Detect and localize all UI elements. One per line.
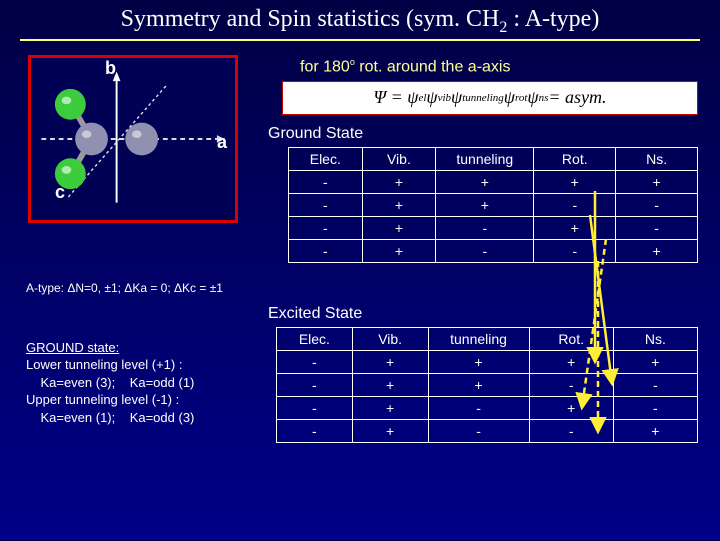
ground-state-info: GROUND state: Lower tunneling level (+1)… bbox=[26, 339, 194, 427]
table-row: -++-- bbox=[289, 193, 698, 216]
table-cell: + bbox=[616, 239, 698, 262]
table-row: -+--+ bbox=[277, 419, 698, 442]
table-row: -++-- bbox=[277, 373, 698, 396]
table-row: -+-+- bbox=[289, 216, 698, 239]
molecule-diagram: b a c bbox=[28, 55, 238, 223]
table-cell: - bbox=[428, 419, 529, 442]
ground-state-label: Ground State bbox=[268, 125, 363, 143]
table-header-cell: Elec. bbox=[277, 327, 353, 350]
table-cell: + bbox=[529, 396, 613, 419]
content-area: b a c for 180o rot. around the a-axis Ψ … bbox=[0, 41, 720, 541]
table-cell: + bbox=[352, 396, 428, 419]
axis-label-a: a bbox=[217, 132, 227, 153]
selection-rule: A-type: ΔN=0, ±1; ΔKa = 0; ΔKc = ±1 bbox=[26, 281, 223, 295]
ground-info-line: Ka=even (1); Ka=odd (3) bbox=[26, 410, 194, 425]
axis-label-c: c bbox=[55, 182, 65, 203]
table-header-cell: tunneling bbox=[436, 147, 534, 170]
table-header-cell: Vib. bbox=[352, 327, 428, 350]
table-cell: + bbox=[352, 419, 428, 442]
table-cell: + bbox=[436, 193, 534, 216]
table-cell: + bbox=[362, 239, 436, 262]
table-cell: - bbox=[277, 419, 353, 442]
table-header-cell: Rot. bbox=[534, 147, 616, 170]
excited-state-table: Elec.Vib.tunnelingRot.Ns. -++++-++---+-+… bbox=[276, 327, 698, 443]
table-header-cell: Ns. bbox=[616, 147, 698, 170]
table-cell: - bbox=[277, 396, 353, 419]
table-cell: - bbox=[534, 193, 616, 216]
table-cell: - bbox=[289, 193, 363, 216]
table-cell: - bbox=[529, 419, 613, 442]
rotation-label: for 180o rot. around the a-axis bbox=[300, 57, 510, 76]
table-cell: - bbox=[289, 239, 363, 262]
table-header-cell: Rot. bbox=[529, 327, 613, 350]
table-cell: - bbox=[616, 193, 698, 216]
table-cell: + bbox=[362, 170, 436, 193]
table-header-row: Elec.Vib.tunnelingRot.Ns. bbox=[277, 327, 698, 350]
table-cell: + bbox=[352, 350, 428, 373]
table-cell: - bbox=[428, 396, 529, 419]
table-header-cell: Ns. bbox=[613, 327, 697, 350]
table-cell: - bbox=[277, 350, 353, 373]
table-row: -+--+ bbox=[289, 239, 698, 262]
axis-label-b: b bbox=[105, 58, 116, 79]
table-cell: - bbox=[289, 216, 363, 239]
ground-info-line: Ka=even (3); Ka=odd (1) bbox=[26, 375, 194, 390]
table-header-cell: Elec. bbox=[289, 147, 363, 170]
table-row: -+-+- bbox=[277, 396, 698, 419]
wavefunction-equation: Ψ = ψel ψvib ψtunneling ψrot ψns = asym. bbox=[282, 81, 698, 115]
table-cell: - bbox=[534, 239, 616, 262]
table-header-row: Elec.Vib.tunnelingRot.Ns. bbox=[289, 147, 698, 170]
table-cell: + bbox=[352, 373, 428, 396]
excited-state-label: Excited State bbox=[268, 305, 362, 323]
table-cell: + bbox=[362, 193, 436, 216]
ground-info-line: Lower tunneling level (+1) : bbox=[26, 357, 182, 372]
table-cell: - bbox=[289, 170, 363, 193]
table-cell: - bbox=[277, 373, 353, 396]
ground-info-title: GROUND state: bbox=[26, 340, 119, 355]
table-cell: + bbox=[529, 350, 613, 373]
table-cell: - bbox=[616, 216, 698, 239]
table-row: -++++ bbox=[289, 170, 698, 193]
table-cell: + bbox=[534, 170, 616, 193]
table-cell: + bbox=[362, 216, 436, 239]
table-cell: + bbox=[534, 216, 616, 239]
table-header-cell: tunneling bbox=[428, 327, 529, 350]
table-cell: + bbox=[428, 350, 529, 373]
table-row: -++++ bbox=[277, 350, 698, 373]
table-header-cell: Vib. bbox=[362, 147, 436, 170]
table-cell: + bbox=[616, 170, 698, 193]
table-cell: - bbox=[436, 216, 534, 239]
table-cell: - bbox=[613, 373, 697, 396]
table-cell: + bbox=[613, 419, 697, 442]
table-cell: - bbox=[436, 239, 534, 262]
slide-title: Symmetry and Spin statistics (sym. CH2 :… bbox=[20, 0, 700, 41]
ground-info-line: Upper tunneling level (-1) : bbox=[26, 392, 179, 407]
table-cell: + bbox=[613, 350, 697, 373]
table-cell: - bbox=[613, 396, 697, 419]
ground-state-table: Elec.Vib.tunnelingRot.Ns. -++++-++---+-+… bbox=[288, 147, 698, 263]
table-cell: - bbox=[529, 373, 613, 396]
table-cell: + bbox=[436, 170, 534, 193]
table-cell: + bbox=[428, 373, 529, 396]
